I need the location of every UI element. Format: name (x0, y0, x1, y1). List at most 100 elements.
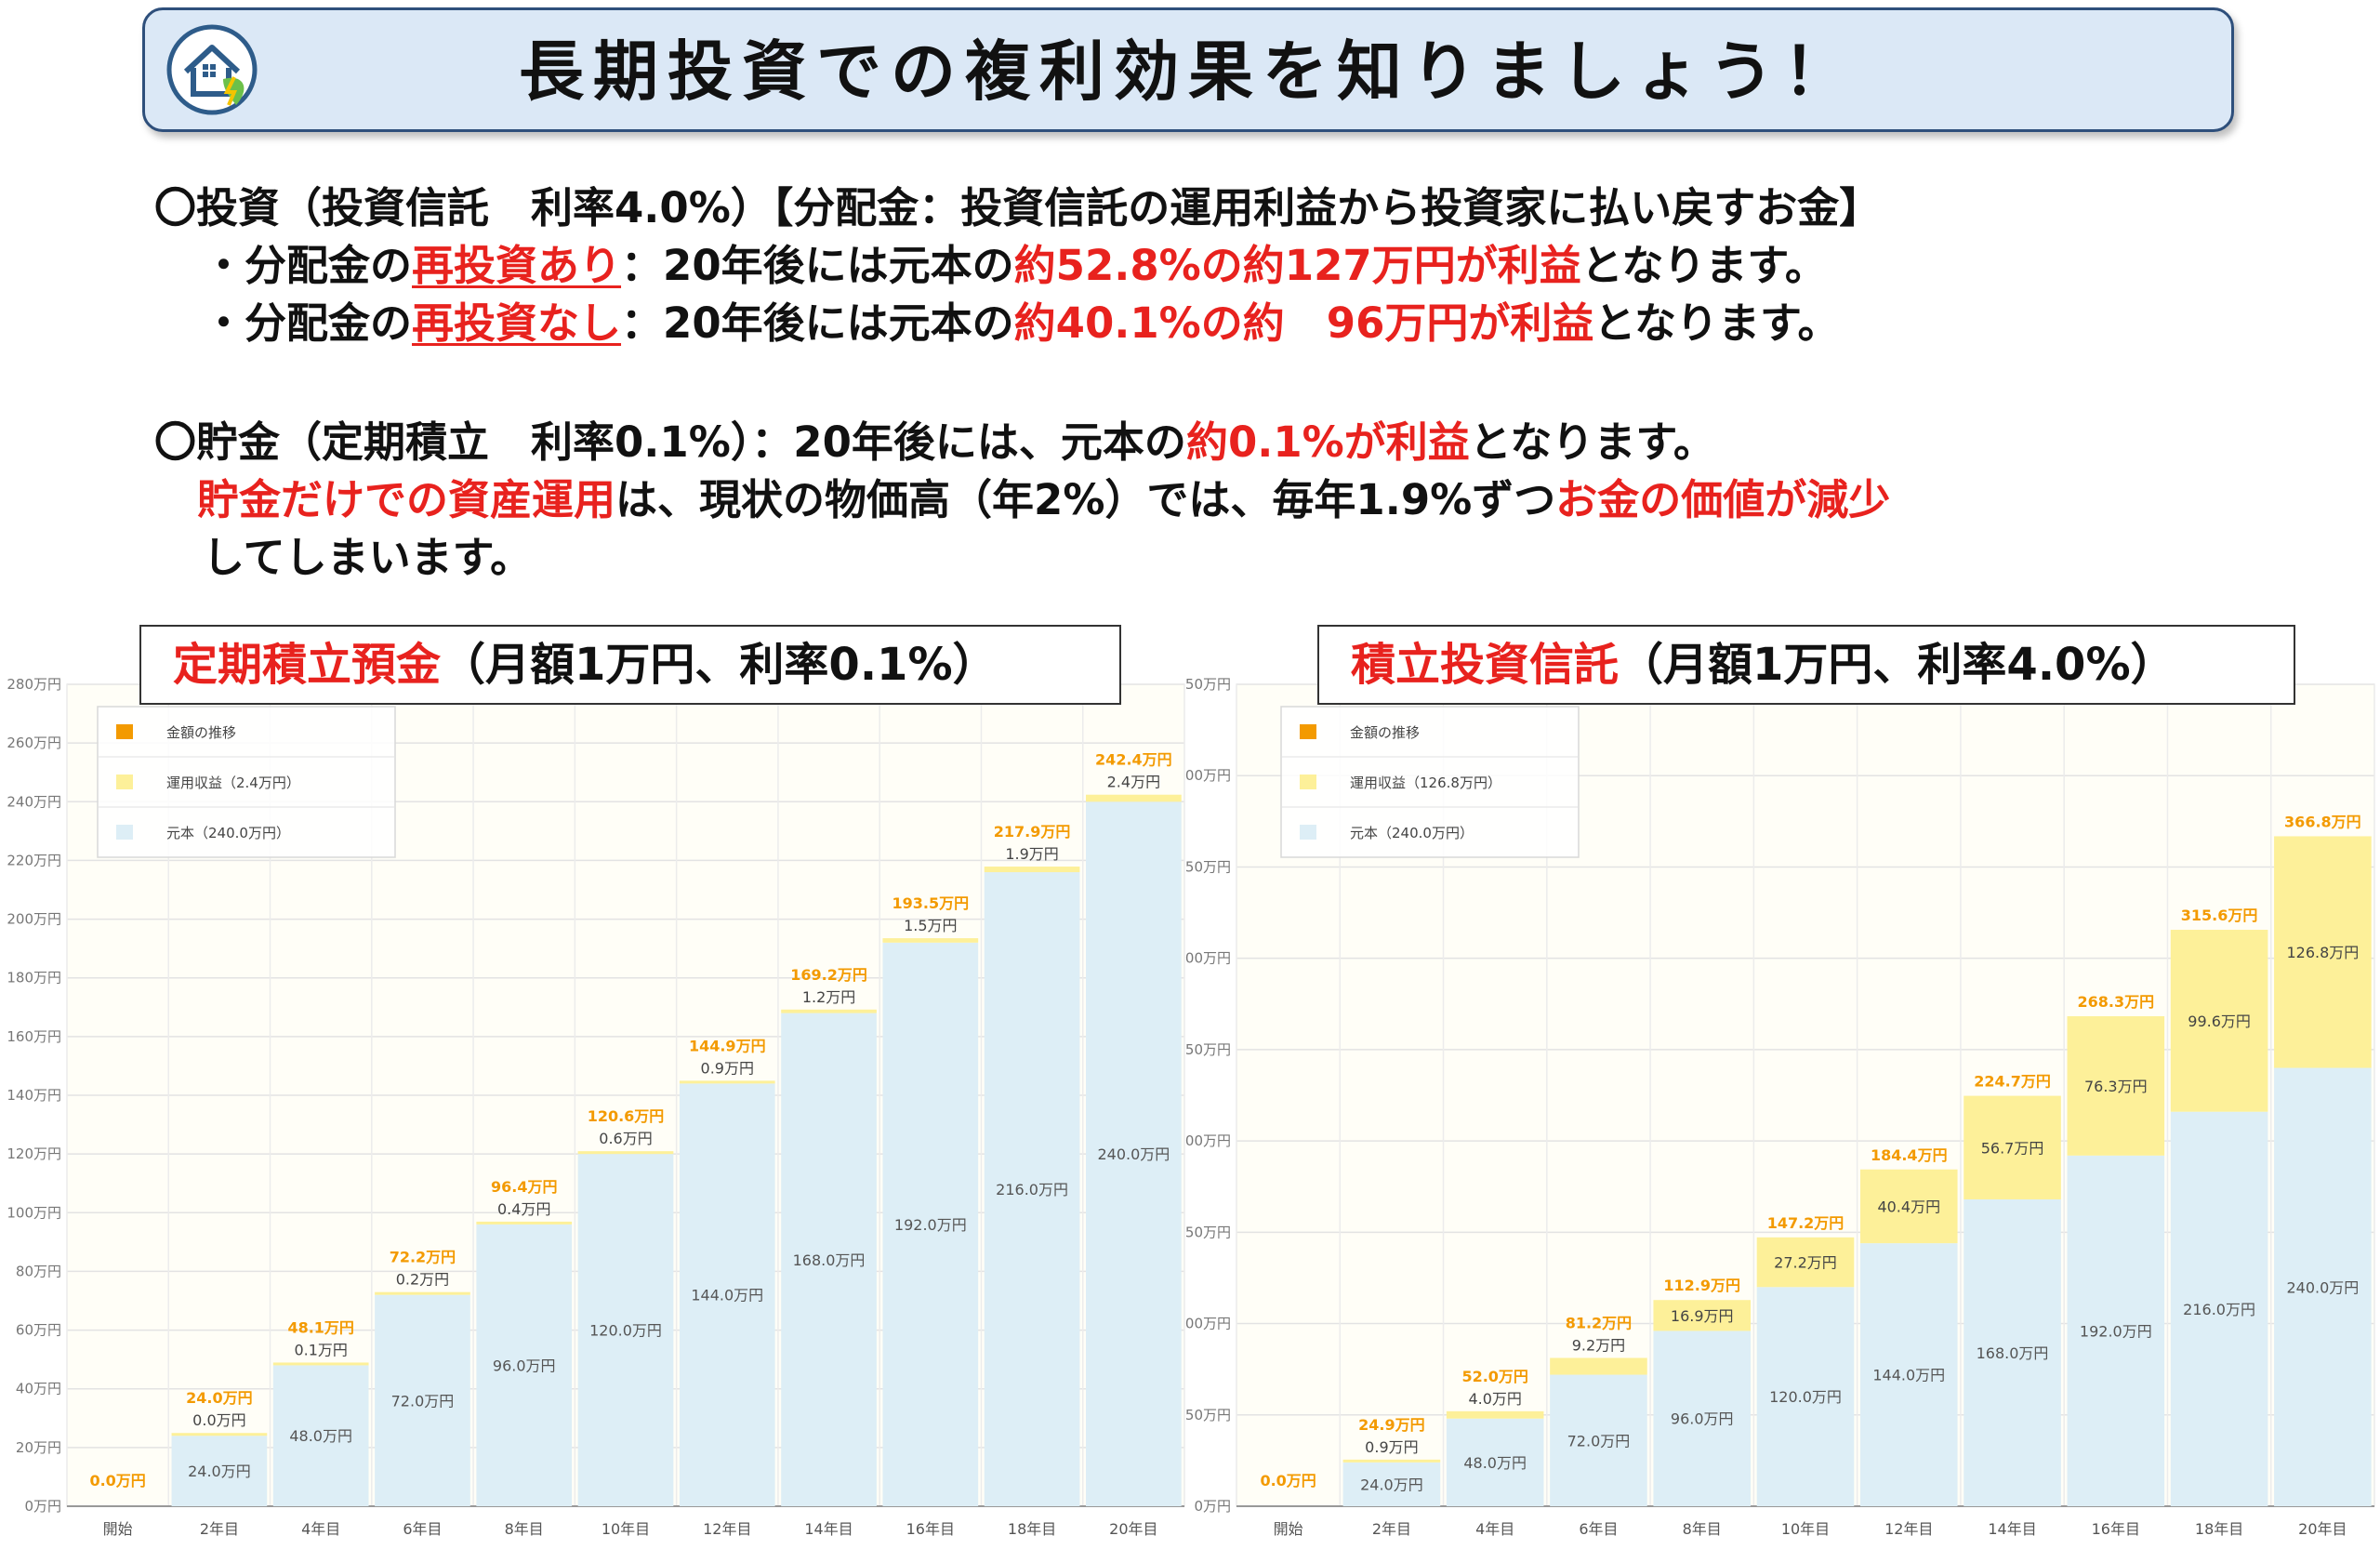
total-label: 224.7万円 (1974, 1073, 2051, 1091)
gain-label: 0.9万円 (1365, 1438, 1418, 1456)
total-label: 72.2万円 (390, 1249, 456, 1266)
text-line-reinvest-no: ・分配金の再投資なし：20年後には元本の約40.1%の約 96万円が利益となりま… (203, 298, 1840, 350)
gain-bar (1446, 1410, 1544, 1419)
legend-box (1280, 706, 1580, 858)
x-tick-label: 18年目 (1008, 1520, 1056, 1538)
y-tick-label: 0万円 (1194, 1498, 1231, 1515)
chart-title-red: 積立投資信託 (1351, 639, 1620, 691)
principal-bar (1446, 1418, 1544, 1506)
principal-label: 192.0万円 (2080, 1322, 2152, 1340)
principal-bar (375, 1294, 470, 1506)
total-label: 24.0万円 (186, 1389, 252, 1407)
principal-label: 120.0万円 (1769, 1388, 1842, 1406)
y-tick-label: 50万円 (1185, 858, 1231, 875)
gain-bar (781, 1009, 877, 1013)
total-label: 147.2万円 (1767, 1214, 1844, 1232)
text-fragment: ：20年後には元本の (621, 298, 1014, 348)
gain-label: 0.0万円 (192, 1411, 245, 1429)
principal-label: 24.0万円 (1360, 1476, 1423, 1493)
x-tick-label: 12年目 (1884, 1520, 1933, 1538)
gain-label: 0.2万円 (396, 1271, 449, 1289)
x-tick-label: 18年目 (2195, 1520, 2243, 1538)
gain-label: 0.4万円 (497, 1200, 550, 1218)
principal-label: 168.0万円 (1977, 1344, 2049, 1362)
gain-bar (476, 1221, 573, 1225)
y-tick-label: 260万円 (7, 735, 61, 751)
profit-emphasis: 約52.8%の約127万円が利益 (1013, 241, 1581, 290)
gain-label: 1.5万円 (904, 917, 957, 934)
principal-label: 216.0万円 (996, 1181, 1068, 1198)
x-tick-label: 20年目 (1109, 1520, 1157, 1538)
gain-label: 99.6万円 (2188, 1013, 2251, 1030)
principal-label: 240.0万円 (2286, 1278, 2359, 1296)
x-tick-label: 16年目 (906, 1520, 955, 1538)
y-tick-label: 140万円 (7, 1087, 61, 1104)
principal-bar (171, 1436, 268, 1506)
chart-title-rest: （月額1万円、利率4.0%） (1619, 639, 2175, 691)
x-tick-label: 20年目 (2298, 1520, 2347, 1538)
total-label: 184.4万円 (1871, 1146, 1948, 1164)
principal-bar (577, 1154, 674, 1506)
chart-title-rest: （月額1万円、利率0.1%） (441, 639, 998, 691)
y-tick-label: 50万円 (1185, 1407, 1231, 1423)
legend-swatch (1300, 774, 1316, 789)
principal-bar (1550, 1374, 1647, 1506)
x-tick-label: 10年目 (602, 1520, 650, 1538)
x-tick-label: 開始 (103, 1520, 133, 1538)
total-label: 268.3万円 (2078, 993, 2155, 1011)
principal-bar (984, 872, 1080, 1506)
principal-bar (2274, 1067, 2372, 1506)
principal-label: 216.0万円 (2183, 1301, 2255, 1318)
y-tick-label: 00万円 (1185, 767, 1231, 784)
legend-swatch (1300, 724, 1316, 739)
x-tick-label: 14年目 (804, 1520, 853, 1538)
chart-title-investment: 積立投資信託（月額1万円、利率4.0%） (1317, 625, 2295, 705)
gain-bar (577, 1151, 674, 1155)
gain-label: 27.2万円 (1774, 1254, 1837, 1272)
y-tick-label: 220万円 (7, 852, 61, 868)
x-tick-label: 8年目 (505, 1520, 544, 1538)
legend-label: 運用収益（126.8万円） (1350, 774, 1501, 791)
gain-bar (375, 1291, 470, 1295)
x-tick-label: 10年目 (1781, 1520, 1830, 1538)
y-tick-label: 0万円 (24, 1498, 61, 1515)
total-label: 315.6万円 (2181, 907, 2258, 924)
y-tick-label: 40万円 (16, 1381, 61, 1397)
principal-bar (1086, 801, 1182, 1506)
gain-label: 9.2万円 (1572, 1336, 1625, 1354)
gain-bar (1859, 1169, 1958, 1244)
y-tick-label: 80万円 (16, 1263, 61, 1279)
gain-bar (1342, 1459, 1441, 1463)
y-tick-label: 200万円 (7, 911, 61, 928)
principal-bar (1342, 1462, 1441, 1506)
text-fragment: ・分配金の (203, 298, 413, 348)
principal-label: 96.0万円 (1671, 1410, 1734, 1428)
y-tick-label: 120万円 (7, 1145, 61, 1162)
y-tick-label: 50万円 (1185, 1224, 1231, 1240)
y-tick-label: 00万円 (1185, 1132, 1231, 1149)
legend-box (97, 706, 396, 858)
text-line-inflation: 貯金だけでの資産運用は、現状の物価高（年2%）では、毎年1.9%ずつお金の価値が… (197, 474, 1890, 526)
total-label: 0.0万円 (1260, 1472, 1316, 1489)
chart-title-savings: 定期積立預金（月額1万円、利率0.1%） (139, 625, 1121, 705)
gain-label: 16.9万円 (1671, 1307, 1734, 1325)
gain-label: 40.4万円 (1877, 1198, 1940, 1215)
header-banner: 長期投資での複利効果を知りましょう！ (142, 7, 2234, 132)
text-fragment: ・分配金の (203, 241, 413, 290)
total-label: 169.2万円 (790, 966, 867, 984)
text-fragment: となります。 (1580, 241, 1827, 290)
total-label: 366.8万円 (2284, 813, 2361, 830)
gain-label: 1.2万円 (802, 988, 855, 1006)
principal-bar (476, 1224, 573, 1506)
y-tick-label: 50万円 (1185, 676, 1231, 693)
text-line-inflation-end: してしまいます。 (203, 533, 533, 582)
gain-bar (171, 1433, 268, 1436)
principal-bar (2067, 1155, 2165, 1506)
gain-bar (2274, 836, 2372, 1068)
y-tick-label: 50万円 (1185, 1041, 1231, 1058)
principal-bar (1859, 1243, 1958, 1506)
principal-label: 96.0万円 (493, 1357, 556, 1374)
x-tick-label: 12年目 (703, 1520, 751, 1538)
principal-bar (882, 942, 979, 1506)
y-tick-label: 160万円 (7, 1028, 61, 1045)
